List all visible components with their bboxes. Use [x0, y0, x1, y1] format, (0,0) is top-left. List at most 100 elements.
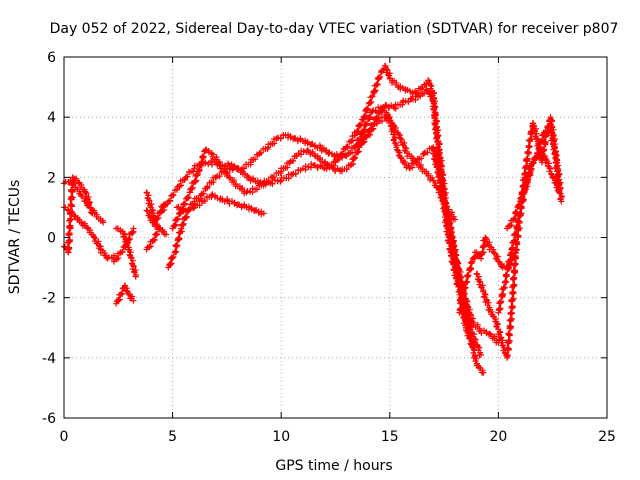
data-point-marker	[189, 184, 196, 191]
data-point-marker	[478, 351, 485, 358]
data-point-marker	[510, 295, 517, 302]
data-point-marker	[521, 187, 528, 194]
data-point-marker	[461, 284, 468, 291]
data-point-marker	[66, 230, 73, 237]
data-point-marker	[459, 298, 466, 305]
data-point-marker	[193, 177, 200, 184]
data-point-marker	[374, 81, 381, 88]
data-point-marker	[253, 186, 260, 193]
data-point-marker	[541, 146, 548, 153]
data-point-marker	[351, 154, 358, 161]
data-point-marker	[368, 98, 375, 105]
data-point-marker	[506, 264, 513, 271]
data-point-marker	[68, 193, 75, 200]
data-point-marker	[461, 290, 468, 297]
data-point-marker	[511, 267, 518, 274]
data-point-marker	[469, 315, 476, 322]
data-point-marker	[129, 229, 136, 236]
data-point-marker	[132, 273, 139, 280]
data-point-marker	[167, 261, 174, 268]
data-point-marker	[181, 200, 188, 207]
data-point-marker	[355, 148, 362, 155]
data-point-marker	[90, 231, 97, 238]
data-point-marker	[479, 243, 486, 250]
data-point-marker	[208, 157, 215, 164]
data-point-marker	[548, 171, 555, 178]
data-point-marker	[371, 88, 378, 95]
data-point-marker	[188, 185, 195, 192]
data-point-marker	[367, 114, 374, 121]
grid	[64, 57, 607, 418]
data-point-marker	[234, 166, 241, 173]
data-point-marker	[116, 296, 123, 303]
y-axis-label: SDTVAR / TECUs	[7, 180, 23, 295]
data-point-marker	[518, 210, 525, 217]
data-point-marker	[425, 77, 432, 84]
data-point-marker	[314, 164, 321, 171]
data-point-marker	[311, 152, 318, 159]
data-point-marker	[200, 153, 207, 160]
y-tick-label: 4	[47, 110, 56, 126]
data-point-marker	[528, 135, 535, 142]
data-point-marker	[68, 201, 75, 208]
data-point-marker	[510, 237, 517, 244]
data-point-marker	[154, 216, 161, 222]
data-point-marker	[464, 279, 471, 286]
data-point-marker	[372, 87, 379, 94]
data-point-marker	[180, 220, 187, 227]
data-point-marker	[511, 274, 518, 281]
data-point-marker	[556, 186, 563, 193]
data-point-marker	[148, 201, 155, 208]
data-point-marker	[512, 230, 519, 237]
data-point-marker	[518, 194, 525, 201]
data-point-marker	[118, 290, 125, 297]
data-point-marker	[506, 322, 513, 329]
data-point-marker	[308, 160, 315, 167]
data-point-marker	[369, 125, 376, 132]
data-point-marker	[527, 172, 534, 179]
data-point-marker	[373, 80, 380, 87]
data-point-marker	[194, 172, 201, 179]
data-point-marker	[512, 237, 519, 244]
data-point-marker	[510, 244, 517, 251]
x-tick-label: 15	[381, 429, 399, 445]
data-point-marker	[196, 167, 203, 174]
data-point-marker	[514, 246, 521, 253]
data-point-marker	[252, 156, 259, 163]
data-point-marker	[169, 191, 176, 198]
data-point-marker	[412, 159, 419, 166]
data-point-marker	[65, 237, 72, 244]
axis-ticks: 0 5 10 15 20 25 -6 -4 -2 0 2 4 6	[42, 50, 616, 445]
data-point-marker	[552, 155, 559, 162]
data-point-marker	[178, 228, 185, 235]
data-point-marker	[64, 245, 71, 252]
data-point-marker	[540, 137, 547, 144]
data-point-marker	[257, 149, 264, 156]
data-point-marker	[471, 255, 478, 262]
data-point-marker	[515, 201, 522, 208]
data-point-marker	[502, 278, 509, 285]
data-point-marker	[501, 284, 508, 291]
data-point-marker	[66, 244, 73, 251]
data-point-marker	[176, 235, 183, 242]
data-point-marker	[192, 178, 199, 185]
plot-frame	[63, 56, 608, 419]
data-point-marker	[510, 282, 517, 289]
x-tick-label: 10	[272, 429, 290, 445]
data-point-marker	[503, 272, 510, 279]
data-point-marker	[526, 143, 533, 150]
data-point-marker	[130, 297, 137, 304]
y-tick-label: 2	[47, 170, 56, 186]
data-point-marker	[509, 296, 516, 303]
data-point-marker	[216, 159, 223, 166]
data-point-marker	[110, 252, 117, 259]
data-point-marker	[172, 221, 179, 228]
data-point-marker	[498, 291, 505, 298]
data-point-marker	[359, 129, 366, 136]
data-point-marker	[511, 260, 518, 267]
data-point-marker	[523, 156, 530, 163]
data-point-marker	[67, 201, 74, 208]
data-point-marker	[183, 214, 190, 221]
data-point-marker	[418, 155, 425, 162]
data-point-marker	[480, 369, 487, 376]
